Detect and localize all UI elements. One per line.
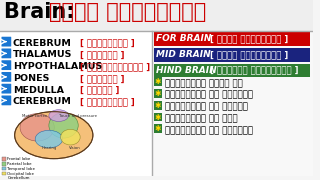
Text: [ हाइपोथेलेमस ]: [ हाइपोथेलेमस ] [80, 62, 150, 71]
Ellipse shape [49, 110, 68, 122]
FancyBboxPatch shape [2, 84, 11, 94]
Text: Occipital lobe: Occipital lobe [7, 172, 34, 176]
Text: Hearing: Hearing [41, 146, 57, 150]
Text: [ सेरेब्रम ]: [ सेरेब्रम ] [80, 39, 135, 48]
Text: ✱: ✱ [155, 124, 161, 133]
Text: Frontal lobe: Frontal lobe [7, 157, 31, 161]
Text: मानव मस्तिष्क: मानव मस्तिष्क [49, 2, 206, 22]
FancyBboxPatch shape [2, 37, 11, 46]
Text: FOR BRAIN: FOR BRAIN [156, 34, 212, 43]
Ellipse shape [35, 130, 63, 148]
Text: [ थेलेमस ]: [ थेलेमस ] [80, 50, 125, 59]
Text: CEREBRUM: CEREBRUM [13, 97, 72, 106]
Text: [ सेरेब्रम ]: [ सेरेब्रम ] [80, 97, 135, 106]
FancyBboxPatch shape [2, 60, 11, 70]
Bar [154, 124, 162, 133]
Text: मस्तिष्क की संरचना: मस्तिष्क की संरचना [165, 91, 253, 100]
FancyBboxPatch shape [2, 72, 11, 82]
Bar [2, 162, 6, 166]
Text: Vision: Vision [69, 146, 81, 150]
Text: Parietal lobe: Parietal lobe [7, 162, 32, 166]
Bar [154, 77, 162, 86]
Bar [2, 172, 6, 175]
Text: मस्तिष्क के भाग: मस्तिष्क के भाग [165, 114, 238, 123]
Text: MEDULLA: MEDULLA [13, 86, 64, 95]
Bar [154, 113, 162, 122]
FancyBboxPatch shape [2, 48, 11, 58]
Text: ✱: ✱ [155, 89, 161, 98]
Ellipse shape [20, 114, 54, 141]
Text: THALAMUS: THALAMUS [13, 50, 72, 59]
Text: Temporal lobe: Temporal lobe [7, 167, 35, 171]
Text: Cerebellum: Cerebellum [7, 176, 30, 180]
Text: CEREBRUM: CEREBRUM [13, 39, 72, 48]
Ellipse shape [60, 129, 80, 145]
Bar [2, 167, 6, 170]
Bar [2, 177, 6, 180]
Text: PONES: PONES [13, 74, 49, 83]
Text: मस्तिष्क क्या है: मस्तिष्क क्या है [165, 79, 243, 88]
FancyBboxPatch shape [2, 96, 11, 105]
Text: [ मध्य मस्तिष्क ]: [ मध्य मस्तिष्क ] [210, 50, 288, 59]
Bar [0, 31, 152, 176]
Text: [ अग्र मस्तिष्क ]: [ अग्र मस्तिष्क ] [210, 34, 288, 43]
Text: [ पोन्स ]: [ पोन्स ] [80, 86, 120, 95]
Bar [154, 89, 162, 98]
Text: ✱: ✱ [155, 77, 161, 86]
Bar [154, 64, 310, 77]
Text: Motor cortex: Motor cortex [22, 114, 47, 118]
Bar [2, 157, 6, 161]
Bar [154, 32, 310, 46]
Text: MID BRAIN: MID BRAIN [156, 50, 211, 59]
Text: ✱: ✱ [155, 112, 161, 122]
Ellipse shape [49, 113, 78, 138]
Ellipse shape [15, 112, 93, 159]
Text: Touch and pressure: Touch and pressure [59, 114, 97, 118]
Text: [ पश्चिम मस्तिष्क ]: [ पश्चिम मस्तिष्क ] [210, 66, 299, 75]
Text: मस्तिष्क के कार्य: मस्तिष्क के कार्य [165, 102, 248, 111]
Text: [ मेडुला ]: [ मेडुला ] [80, 74, 125, 83]
Bar [154, 101, 162, 110]
Text: ✱: ✱ [155, 101, 161, 110]
Bar [0, 0, 313, 31]
Text: HIND BRAIN: HIND BRAIN [156, 66, 217, 75]
Bar [154, 48, 310, 62]
Text: Brain:: Brain: [4, 2, 82, 22]
Bar [152, 31, 313, 176]
Text: मस्तिष्क के प्रकार: मस्तिष्क के प्रकार [165, 126, 253, 135]
Text: HYPOTHALAMUS: HYPOTHALAMUS [13, 62, 102, 71]
